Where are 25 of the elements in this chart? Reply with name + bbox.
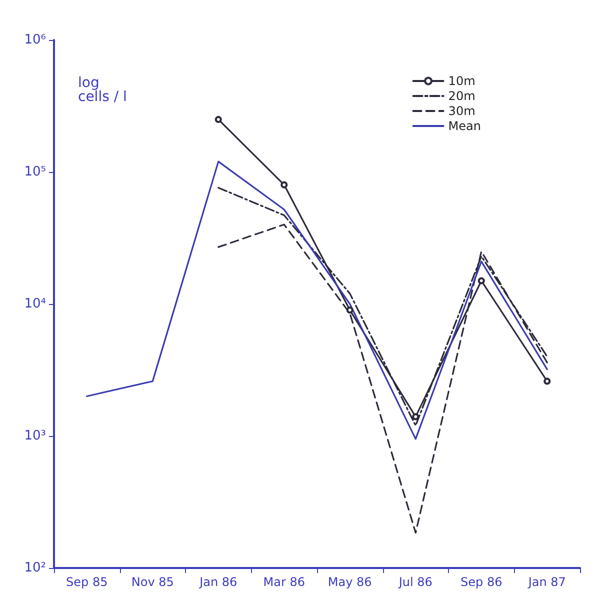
- x-tick-label: Jan 87: [527, 575, 566, 589]
- y-tick-label: 10²: [24, 560, 46, 576]
- legend-label: 10m: [448, 74, 476, 88]
- x-tick-label: Jan 86: [198, 575, 238, 589]
- legend-label: 20m: [448, 89, 476, 103]
- y-tick-label: 10⁴: [24, 296, 46, 312]
- x-tick-label: Sep 86: [460, 575, 502, 589]
- legend-label: Mean: [448, 119, 482, 133]
- y-axis-title: log cells / l: [78, 75, 127, 105]
- x-tick-label: Nov 85: [131, 575, 174, 589]
- y-tick-label: 10⁶: [24, 32, 46, 48]
- x-tick-label: Sep 85: [66, 575, 108, 589]
- y-tick-label: 10³: [24, 428, 46, 444]
- x-tick-label: Mar 86: [263, 575, 305, 589]
- x-tick-label: Jul 86: [398, 575, 432, 589]
- point: [346, 306, 354, 314]
- x-tick-label: May 86: [328, 575, 372, 589]
- point: [544, 378, 551, 385]
- point: [478, 277, 485, 284]
- y-tick-label: 10⁵: [24, 164, 46, 180]
- point: [280, 181, 288, 188]
- line-series: [86, 160, 548, 440]
- point: [412, 413, 420, 420]
- legend-label: 30m: [448, 104, 476, 118]
- point: [214, 116, 222, 123]
